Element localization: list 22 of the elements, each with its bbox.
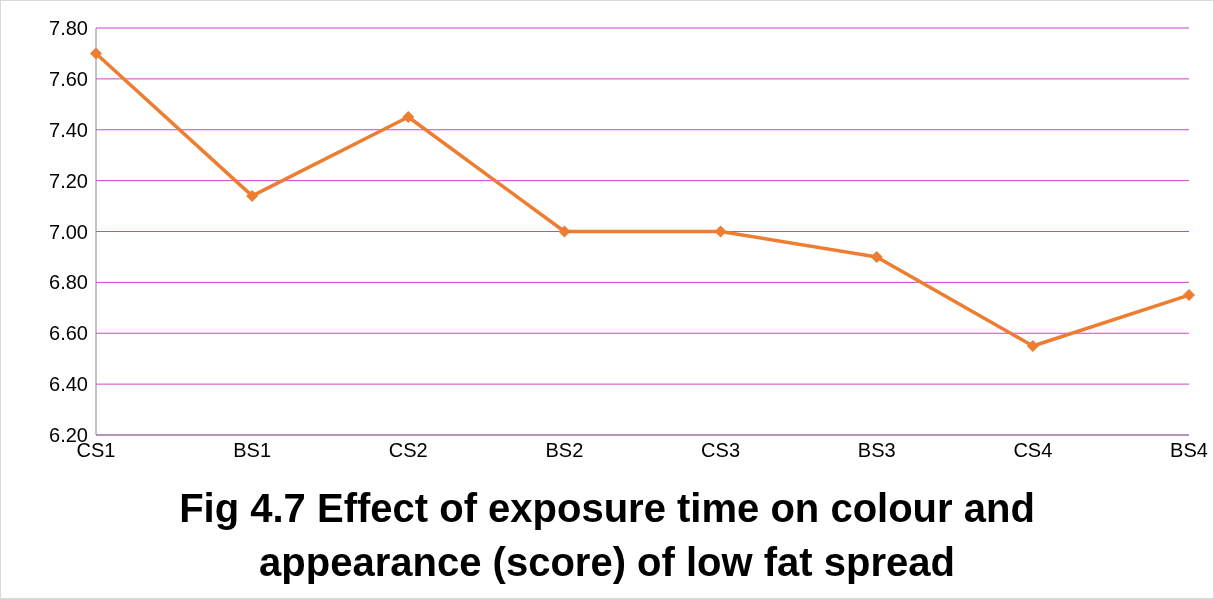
point xyxy=(246,189,259,202)
y-tick-label: 6.60 xyxy=(49,322,88,345)
point xyxy=(870,250,883,263)
x-tick-label: BS3 xyxy=(857,439,896,462)
y-tick-label: 6.80 xyxy=(49,271,88,294)
point xyxy=(90,47,102,60)
x-tick-label: CS2 xyxy=(388,439,428,462)
y-tick-label: 7.60 xyxy=(49,67,88,90)
point xyxy=(1183,289,1195,302)
x-tick-label: BS1 xyxy=(233,439,272,462)
point xyxy=(1026,339,1039,352)
x-tick-label: CS4 xyxy=(1013,439,1053,462)
y-tick-label: 7.20 xyxy=(49,169,88,192)
x-tick-label: BS4 xyxy=(1170,439,1208,462)
y-tick-label: 6.40 xyxy=(49,373,88,396)
y-tick-label: 7.40 xyxy=(49,118,88,141)
y-tick-label: 7.80 xyxy=(49,17,88,40)
y-tick-label: 7.00 xyxy=(49,220,88,243)
text: Fig 4.7 Effect of exposure time on colour and appearance (score) of low fat spread xyxy=(178,485,1036,586)
x-tick-label: BS2 xyxy=(545,439,584,462)
point xyxy=(402,111,415,124)
x-tick-label: CS3 xyxy=(701,439,741,462)
